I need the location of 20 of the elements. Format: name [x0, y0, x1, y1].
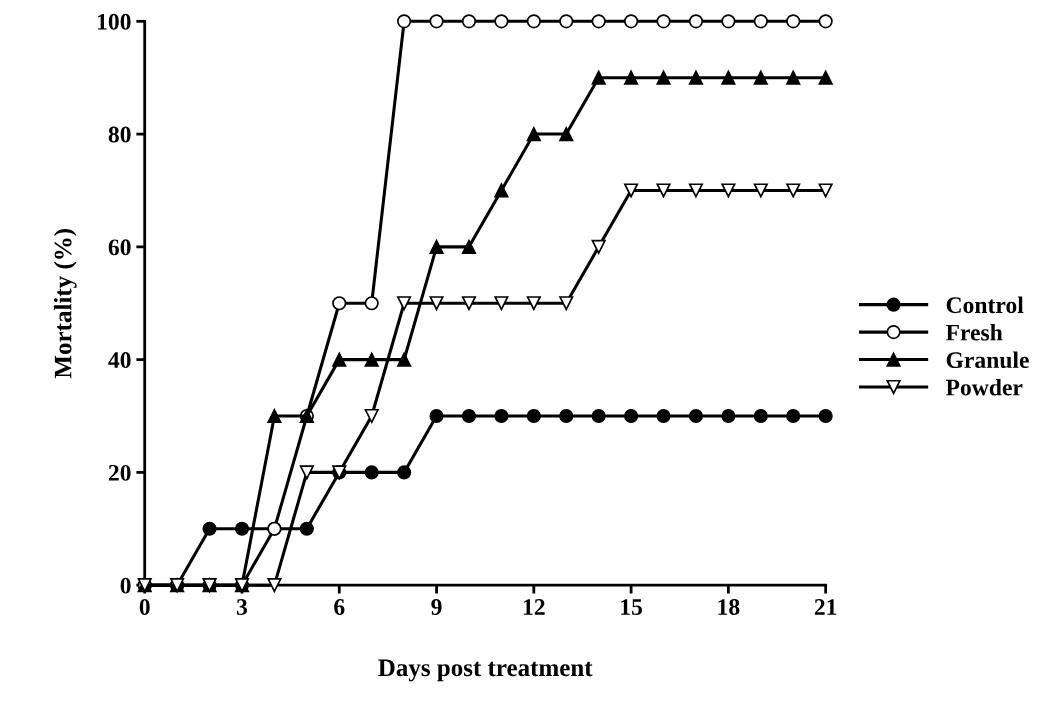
- y-tick-label: 80: [108, 126, 131, 143]
- x-tick-label: 18: [718, 599, 740, 615]
- x-tick-label: 15: [621, 599, 643, 615]
- y-axis-title: Mortality (%): [53, 229, 77, 379]
- legend-label: Fresh: [945, 323, 1003, 341]
- y-tick-label: 60: [108, 239, 131, 256]
- y-tick-label: 40: [108, 352, 131, 369]
- legend-label: Granule: [946, 351, 1029, 369]
- x-tick-label: 6: [334, 599, 345, 615]
- x-tick-label: 9: [431, 599, 442, 615]
- y-tick-label: 0: [120, 577, 131, 594]
- x-tick-label: 12: [523, 599, 545, 615]
- x-tick-label: 3: [236, 599, 248, 615]
- x-tick-label: 21: [814, 599, 837, 615]
- y-tick-label: 20: [108, 464, 131, 481]
- legend-label: Control: [946, 296, 1024, 314]
- x-tick-label: 0: [139, 599, 150, 615]
- x-axis-title: Days post treatment: [378, 659, 593, 682]
- y-tick-label: 100: [97, 13, 131, 30]
- legend-label: Powder: [945, 378, 1023, 396]
